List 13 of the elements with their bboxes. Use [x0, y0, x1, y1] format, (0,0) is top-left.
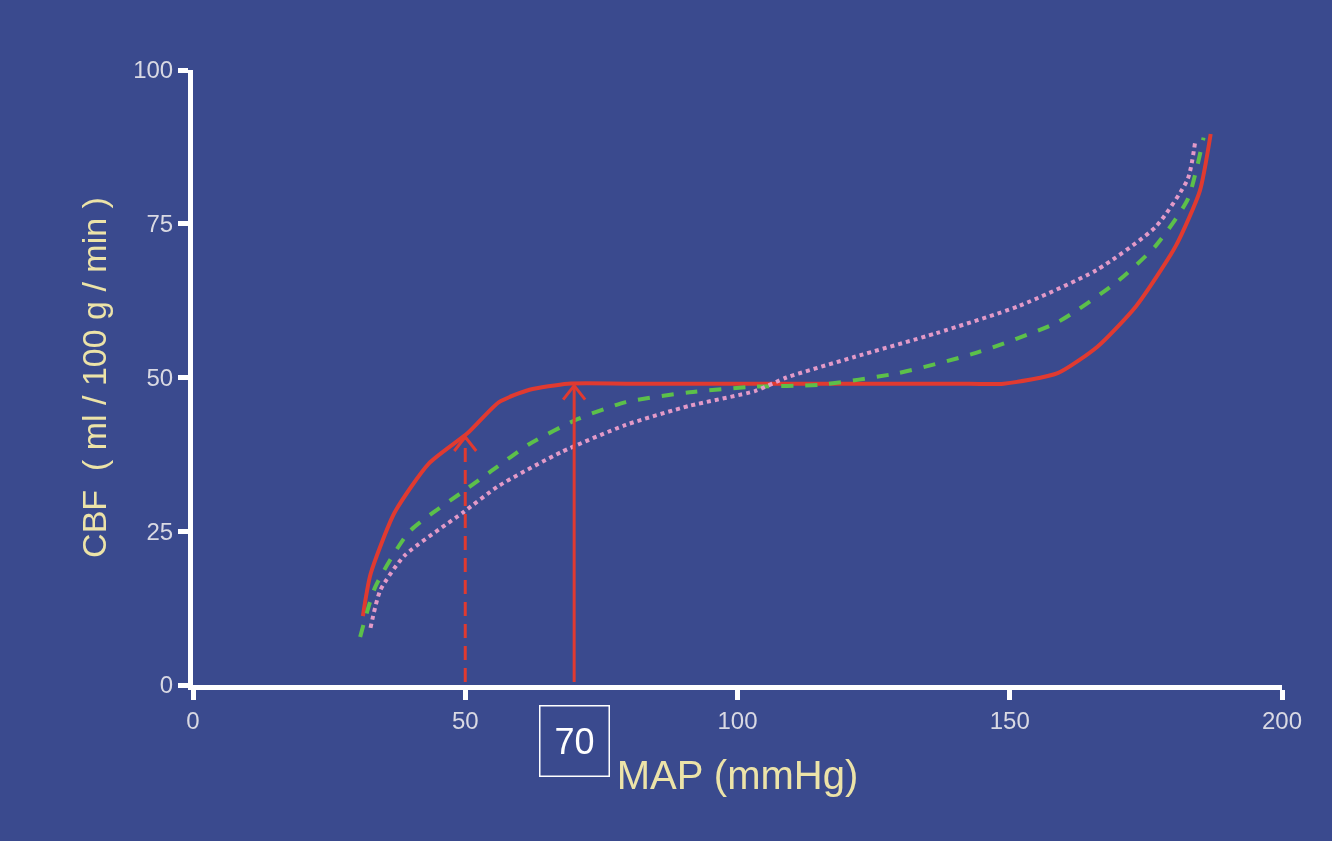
y-axis-title: CBF ( ml / 100 g / min ) — [74, 197, 113, 558]
x-tick-label: 150 — [989, 706, 1030, 734]
x-tick-label: 50 — [451, 706, 479, 734]
y-tick-label: 0 — [159, 671, 174, 699]
y-tick-label: 75 — [146, 210, 174, 238]
x-tick-label: 100 — [717, 706, 758, 734]
x-axis-title: MAP (mmHg) — [616, 753, 859, 798]
x-tick-label: 0 — [186, 706, 200, 734]
y-tick-label: 25 — [146, 517, 174, 545]
x-tick-label: 200 — [1261, 706, 1303, 734]
ref-line-label: 70 — [554, 720, 595, 762]
y-tick-label: 100 — [133, 56, 174, 84]
y-tick-label: 50 — [146, 363, 174, 391]
